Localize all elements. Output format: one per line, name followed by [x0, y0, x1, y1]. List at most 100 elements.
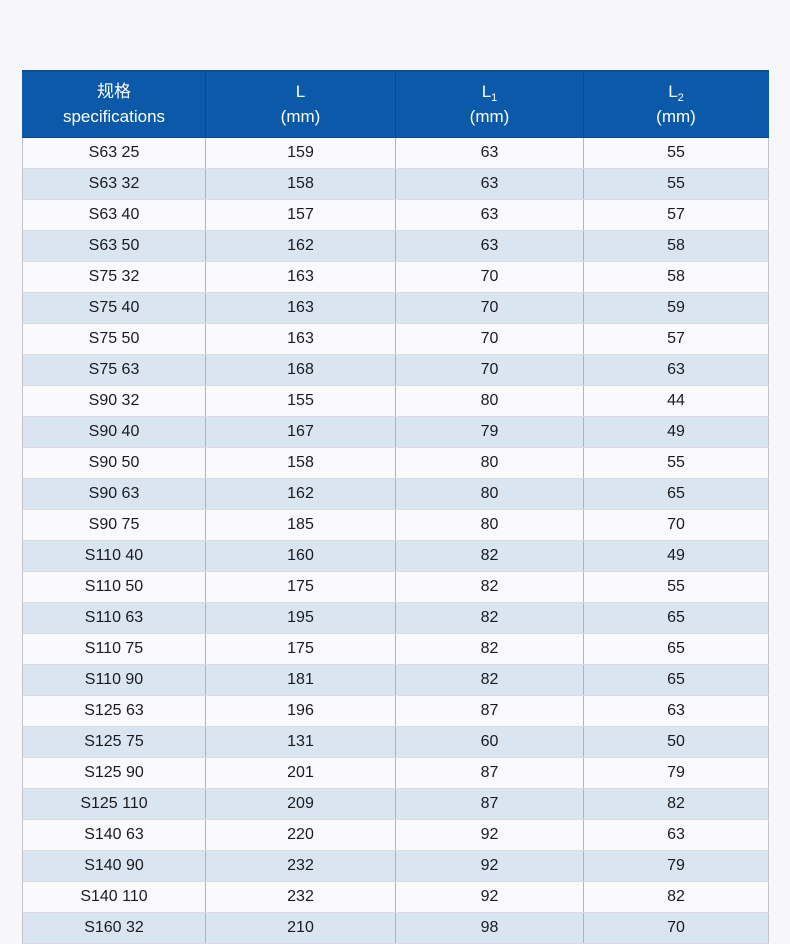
l-value-cell: 168: [205, 353, 396, 386]
table-row: S75 40 163 70 59: [22, 291, 769, 324]
spec-cell: S90 63: [22, 477, 206, 510]
l1-value-cell: 82: [395, 539, 584, 572]
spec-cell: S63 40: [22, 198, 206, 231]
l1-value-cell: 82: [395, 632, 584, 665]
l1-value-cell: 87: [395, 787, 584, 820]
l2-value-cell: 82: [583, 880, 769, 913]
col-header-l2: L2 (mm): [583, 70, 769, 138]
l-value-cell: 209: [205, 787, 396, 820]
specifications-table: 规格 specifications L (mm) L1 (mm) L2 (mm)…: [22, 70, 769, 944]
l1-value-cell: 70: [395, 322, 584, 355]
l1-value-cell: 82: [395, 570, 584, 603]
l-value-cell: 220: [205, 818, 396, 851]
spec-cell: S110 40: [22, 539, 206, 572]
l-value-cell: 196: [205, 694, 396, 727]
l-value-cell: 175: [205, 632, 396, 665]
l2-value-cell: 55: [583, 136, 769, 169]
table-row: S160 32 210 98 70: [22, 911, 769, 944]
l1-value-cell: 80: [395, 446, 584, 479]
table-row: S125 63 196 87 63: [22, 694, 769, 727]
spec-cell: S110 50: [22, 570, 206, 603]
spec-cell: S90 75: [22, 508, 206, 541]
table-row: S110 63 195 82 65: [22, 601, 769, 634]
table-row: S110 90 181 82 65: [22, 663, 769, 696]
l-value-cell: 163: [205, 260, 396, 293]
l-value-cell: 232: [205, 849, 396, 882]
table-row: S140 90 232 92 79: [22, 849, 769, 882]
spec-cell: S110 90: [22, 663, 206, 696]
l-value-cell: 162: [205, 477, 396, 510]
l2-value-cell: 50: [583, 725, 769, 758]
l1-value-cell: 87: [395, 694, 584, 727]
l1-value-cell: 80: [395, 508, 584, 541]
spec-cell: S75 32: [22, 260, 206, 293]
l1-value-cell: 60: [395, 725, 584, 758]
l1-value-cell: 63: [395, 136, 584, 169]
table-row: S125 110 209 87 82: [22, 787, 769, 820]
l1-value-cell: 63: [395, 198, 584, 231]
l-value-cell: 167: [205, 415, 396, 448]
l-value-cell: 131: [205, 725, 396, 758]
l1-value-cell: 92: [395, 880, 584, 913]
table-row: S63 25 159 63 55: [22, 136, 769, 169]
table-row: S63 50 162 63 58: [22, 229, 769, 262]
l-value-cell: 185: [205, 508, 396, 541]
l-value-cell: 157: [205, 198, 396, 231]
l2-value-cell: 58: [583, 229, 769, 262]
table-row: S75 50 163 70 57: [22, 322, 769, 355]
l-value-cell: 195: [205, 601, 396, 634]
l1-value-cell: 98: [395, 911, 584, 944]
col-header-l1: L1 (mm): [395, 70, 584, 138]
l2-value-cell: 65: [583, 477, 769, 510]
l2-value-cell: 44: [583, 384, 769, 417]
l2-value-cell: 70: [583, 911, 769, 944]
l-value-cell: 163: [205, 291, 396, 324]
l2-value-cell: 82: [583, 787, 769, 820]
spec-cell: S75 50: [22, 322, 206, 355]
spec-cell: S90 50: [22, 446, 206, 479]
l1-value-cell: 92: [395, 818, 584, 851]
spec-cell: S125 63: [22, 694, 206, 727]
l-value-cell: 155: [205, 384, 396, 417]
l2-value-cell: 79: [583, 849, 769, 882]
col-header-specifications: 规格 specifications: [22, 70, 206, 138]
l2-value-cell: 55: [583, 570, 769, 603]
table-row: S90 50 158 80 55: [22, 446, 769, 479]
table-row: S125 90 201 87 79: [22, 756, 769, 789]
spec-cell: S140 90: [22, 849, 206, 882]
l-value-cell: 158: [205, 446, 396, 479]
l-value-cell: 159: [205, 136, 396, 169]
col-header-l: L (mm): [205, 70, 396, 138]
spec-cell: S140 110: [22, 880, 206, 913]
l-value-cell: 181: [205, 663, 396, 696]
l2-value-cell: 79: [583, 756, 769, 789]
table-row: S110 50 175 82 55: [22, 570, 769, 603]
spec-cell: S140 63: [22, 818, 206, 851]
spec-cell: S110 75: [22, 632, 206, 665]
l1-value-cell: 82: [395, 601, 584, 634]
col-header-symbol: L1: [481, 81, 498, 104]
l2-value-cell: 63: [583, 694, 769, 727]
spec-cell: S63 32: [22, 167, 206, 200]
l1-value-cell: 80: [395, 384, 584, 417]
col-header-symbol: L2: [668, 81, 684, 104]
l2-value-cell: 55: [583, 167, 769, 200]
table-row: S110 40 160 82 49: [22, 539, 769, 572]
col-header-unit: (mm): [280, 107, 321, 127]
spec-cell: S125 90: [22, 756, 206, 789]
table-body: S63 25 159 63 55 S63 32 158 63 55 S63 40 157 63 57 S…: [22, 136, 769, 944]
header-row: 规格 specifications L (mm) L1 (mm) L2 (mm): [22, 70, 769, 138]
spec-cell: S160 32: [22, 911, 206, 944]
col-header-zh-label: 规格: [97, 81, 131, 101]
l-value-cell: 158: [205, 167, 396, 200]
l1-value-cell: 82: [395, 663, 584, 696]
spec-cell: S63 50: [22, 229, 206, 262]
l2-value-cell: 65: [583, 663, 769, 696]
l1-value-cell: 70: [395, 353, 584, 386]
l2-value-cell: 58: [583, 260, 769, 293]
l1-value-cell: 79: [395, 415, 584, 448]
l1-value-cell: 87: [395, 756, 584, 789]
l1-value-cell: 70: [395, 260, 584, 293]
col-header-unit: (mm): [469, 107, 510, 127]
l2-value-cell: 55: [583, 446, 769, 479]
